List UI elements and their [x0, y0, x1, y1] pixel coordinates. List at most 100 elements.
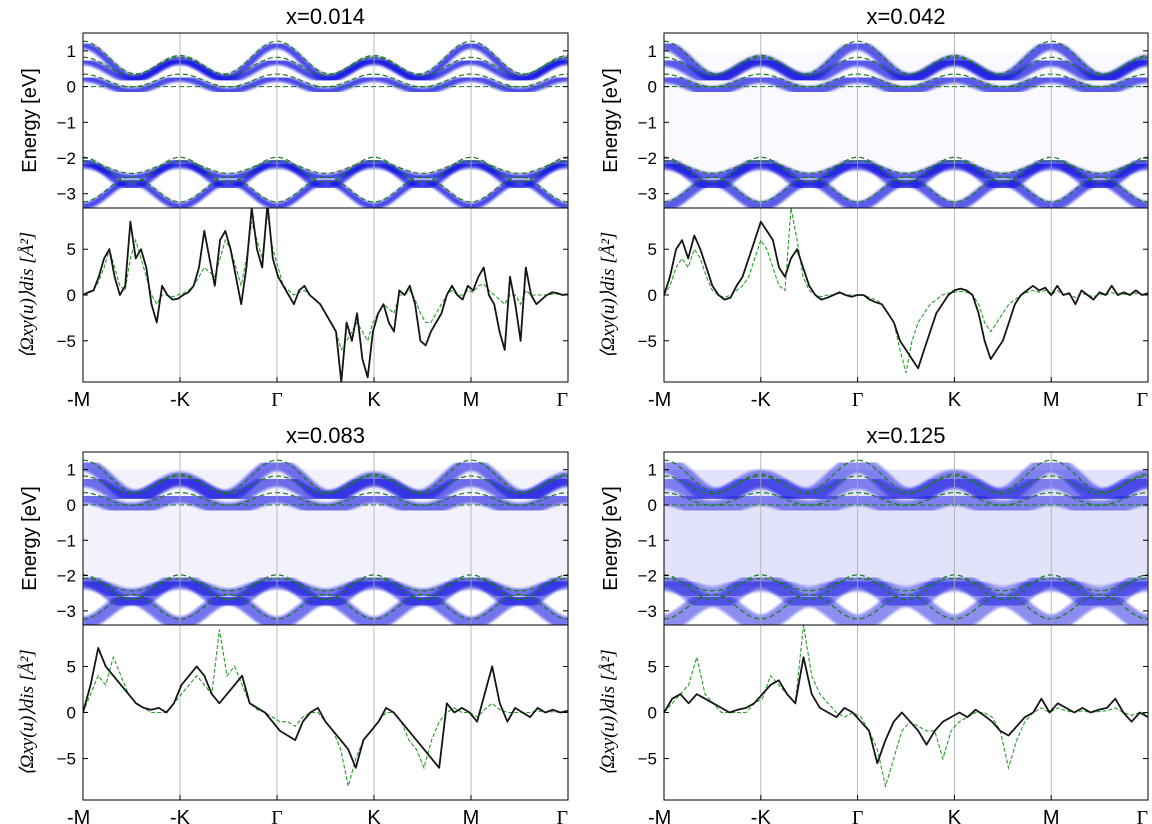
xtick-label: K	[948, 389, 962, 411]
xtick-label: Γ	[852, 807, 864, 824]
berry-series-disordered	[83, 208, 568, 382]
berry-series-pristine	[83, 212, 568, 352]
spectral-band	[83, 177, 568, 208]
panel-title: x=0.042	[867, 4, 946, 29]
xtick-label: K	[948, 807, 962, 824]
heatmap-ylabel: Energy [eV]	[19, 68, 41, 173]
spectral-band	[664, 573, 1148, 604]
berry-plot	[83, 629, 568, 787]
lineplot-ylabel: ⟨Ωxy(u)⟩dis [Å²]	[598, 649, 619, 776]
berry-series-disordered	[664, 220, 1148, 370]
dft-band	[83, 40, 568, 75]
xtick-label: M	[463, 807, 480, 824]
ytick-label: −3	[638, 185, 657, 204]
ytick-label: 1	[67, 42, 76, 61]
panel-bottom-right: x=0.125 1 0 −1 −2 −3 Energy [eV] 5 0 −5 ⟨Ωxy(u)⟩di…	[598, 423, 1149, 824]
xtick-label: M	[463, 389, 480, 411]
spectral-band	[664, 73, 1148, 97]
ytick-label: 5	[648, 657, 657, 676]
ytick-label: −5	[57, 750, 76, 769]
berry-series-disordered	[664, 656, 1148, 765]
ytick-label: −1	[638, 113, 657, 132]
ytick-label: 0	[648, 78, 657, 97]
dft-band	[664, 56, 1148, 76]
xtick-label: M	[1043, 807, 1060, 824]
ytick-label: 1	[648, 42, 657, 61]
spectral-map	[83, 33, 568, 208]
panel-bottom-left: x=0.083 1 0 −1 −2 −3 Energy [eV] 5 0 −5 ⟨Ωxy(u)⟩di…	[17, 423, 569, 824]
ytick-label: 0	[67, 496, 76, 515]
xtick-label: Γ	[271, 389, 283, 411]
panel-title: x=0.083	[286, 423, 365, 448]
dft-band	[664, 160, 1148, 175]
ytick-label: 0	[67, 286, 76, 305]
ytick-label: 5	[648, 240, 657, 259]
dft-band	[664, 577, 1148, 592]
heatmap-ylabel: Energy [eV]	[600, 68, 622, 173]
ytick-label: 0	[648, 496, 657, 515]
dft-band	[664, 459, 1148, 494]
xtick-label: -M	[648, 389, 671, 411]
spectral-band	[83, 58, 568, 83]
ytick-label: −5	[57, 332, 76, 351]
ytick-label: −3	[638, 602, 657, 621]
ytick-label: −1	[638, 531, 657, 550]
berry-plot	[664, 625, 1148, 789]
spectral-band	[83, 575, 568, 602]
panel-title: x=0.125	[867, 423, 946, 448]
berry-plot	[664, 208, 1148, 373]
lineplot-ylabel: ⟨Ωxy(u)⟩dis [Å²]	[598, 232, 619, 359]
dft-band	[664, 40, 1148, 75]
panel-top-left: x=0.014 1 0 −1 −2 −3 Energy [eV] 5 0 −5 ⟨Ωxy(u)⟩di…	[17, 4, 569, 411]
ytick-label: −2	[638, 149, 657, 168]
dft-band	[83, 577, 568, 592]
spectral-band	[664, 56, 1148, 85]
heatmap-ylabel: Energy [eV]	[600, 486, 622, 591]
ytick-label: −3	[57, 185, 76, 204]
ytick-label: 5	[67, 657, 76, 676]
lineplot-ylabel: ⟨Ωxy(u)⟩dis [Å²]	[17, 649, 38, 776]
panel-top-right: x=0.042 1 0 −1 −2 −3 Energy [eV] 5 0 −5 ⟨Ωxy(u)⟩di…	[598, 4, 1149, 411]
lineplot-frame	[82, 207, 569, 383]
xtick-label: -K	[751, 389, 772, 411]
xtick-label: Γ	[852, 389, 864, 411]
spectral-band	[83, 473, 568, 505]
ytick-label: 1	[67, 461, 76, 480]
berry-series-pristine	[664, 625, 1148, 789]
xtick-label: K	[367, 389, 381, 411]
panel-title: x=0.014	[286, 4, 365, 29]
xtick-label: -M	[648, 807, 671, 824]
ytick-label: −1	[57, 531, 76, 550]
ytick-label: 0	[648, 704, 657, 723]
spectral-band	[664, 471, 1148, 507]
berry-series-disordered	[83, 647, 568, 769]
ytick-label: 0	[648, 286, 657, 305]
berry-series-pristine	[664, 208, 1148, 373]
ytick-label: −5	[638, 332, 657, 351]
lineplot-ylabel: ⟨Ωxy(u)⟩dis [Å²]	[17, 232, 38, 359]
lineplot-frame	[663, 207, 1149, 383]
ytick-label: 0	[67, 78, 76, 97]
xtick-label: -K	[751, 807, 772, 824]
xtick-label: Γ	[556, 389, 568, 411]
ytick-label: 1	[648, 461, 657, 480]
ytick-label: −2	[57, 567, 76, 586]
ytick-label: 5	[67, 240, 76, 259]
ytick-label: 0	[67, 704, 76, 723]
spectral-band	[83, 75, 568, 95]
xtick-label: -M	[67, 389, 90, 411]
spectral-map	[664, 33, 1148, 208]
ytick-label: −2	[57, 149, 76, 168]
dft-band	[83, 160, 568, 175]
xtick-label: -K	[170, 807, 191, 824]
lineplot-frame	[82, 624, 569, 801]
spectral-map	[664, 452, 1148, 625]
xtick-label: Γ	[271, 807, 283, 824]
xtick-label: Γ	[556, 807, 568, 824]
dft-band	[83, 459, 568, 494]
dft-band	[83, 56, 568, 76]
spectral-band	[664, 160, 1148, 183]
heatmap-ylabel: Energy [eV]	[19, 486, 41, 591]
spectral-band	[664, 488, 1148, 519]
